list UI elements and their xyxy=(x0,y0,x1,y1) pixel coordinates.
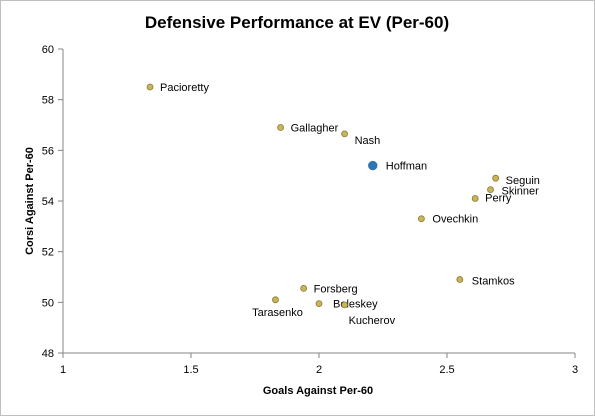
data-label-pacioretty: Pacioretty xyxy=(160,82,209,94)
data-label-kucherov: Kucherov xyxy=(349,315,396,327)
y-tick-label: 60 xyxy=(42,44,54,56)
data-point-seguin xyxy=(492,174,500,182)
data-point-stamkos xyxy=(456,276,464,283)
x-tick-label: 3 xyxy=(572,364,578,376)
data-label-tarasenko: Tarasenko xyxy=(252,307,303,319)
data-point-pacioretty xyxy=(146,83,154,91)
data-point-beleskey xyxy=(315,300,323,308)
data-point-nash xyxy=(341,130,349,138)
data-point-ovechkin xyxy=(417,215,425,223)
data-label-forsberg: Forsberg xyxy=(314,283,358,295)
x-axis-title: Goals Against Per-60 xyxy=(263,385,373,397)
x-tick-label: 2.5 xyxy=(439,364,454,376)
y-axis-title: Corsi Against Per-60 xyxy=(24,147,36,255)
data-label-skinner: Skinner xyxy=(502,186,540,198)
y-tick-label: 54 xyxy=(42,196,54,208)
data-point-gallagher xyxy=(277,124,285,131)
data-label-stamkos: Stamkos xyxy=(472,276,515,288)
data-label-perry: Perry xyxy=(485,192,512,204)
y-tick-label: 58 xyxy=(42,95,54,107)
chart-title: Defensive Performance at EV (Per-60) xyxy=(145,13,449,32)
data-label-hoffman: Hoffman xyxy=(386,161,427,173)
data-point-kucherov xyxy=(341,301,349,309)
x-tick-label: 1 xyxy=(60,364,66,376)
y-tick-label: 52 xyxy=(42,247,54,259)
x-tick-label: 1.5 xyxy=(183,364,198,376)
x-tick-label: 2 xyxy=(316,364,322,376)
data-label-beleskey: Beleskey xyxy=(333,299,378,311)
data-label-nash: Nash xyxy=(355,135,381,147)
data-point-forsberg xyxy=(300,284,308,292)
data-point-perry xyxy=(471,195,479,202)
data-point-tarasenko xyxy=(272,296,279,304)
data-label-seguin: Seguin xyxy=(506,175,540,187)
data-point-skinner xyxy=(487,186,494,194)
y-tick-label: 48 xyxy=(42,348,54,360)
data-label-ovechkin: Ovechkin xyxy=(432,214,478,226)
data-label-gallagher: Gallagher xyxy=(291,123,339,135)
y-tick-label: 50 xyxy=(42,297,54,309)
y-tick-label: 56 xyxy=(42,145,54,157)
data-point-hoffman xyxy=(368,160,378,171)
